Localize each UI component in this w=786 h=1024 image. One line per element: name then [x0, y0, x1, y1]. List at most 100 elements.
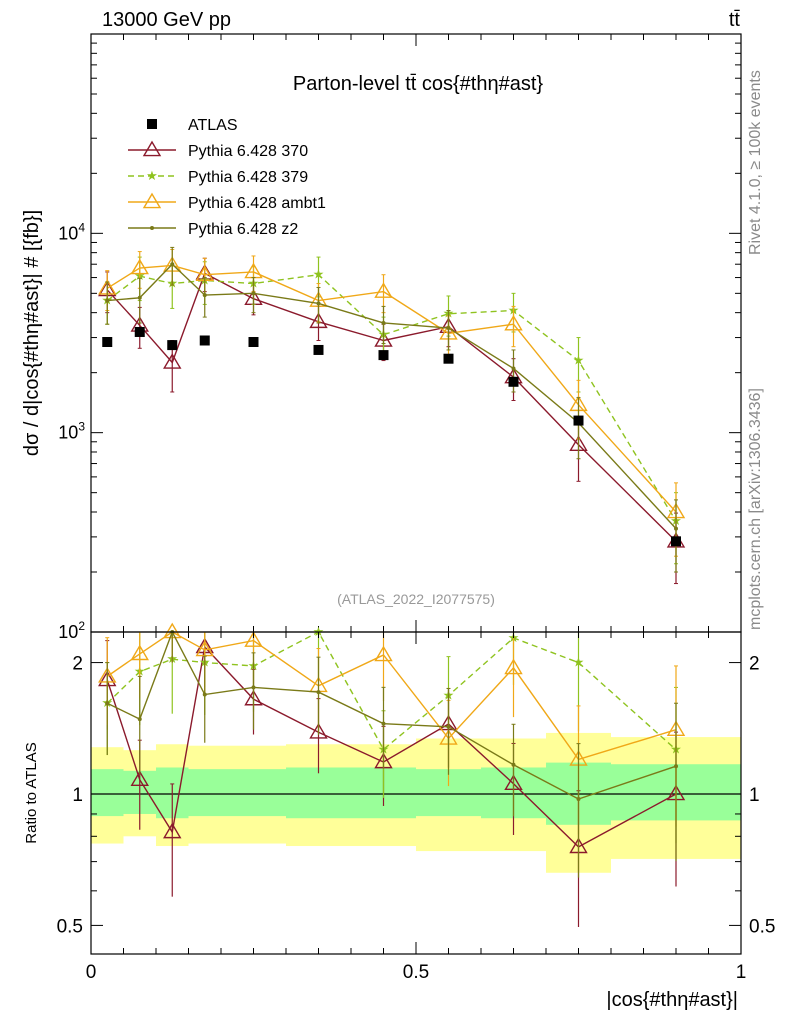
y-tick-label: 104: [58, 220, 85, 243]
series-2-point: ★: [313, 268, 325, 283]
atlas-data-layer: [102, 326, 681, 547]
series-4-point: [674, 526, 678, 531]
series-1-ratio-point: [309, 722, 328, 739]
series-4-point: [251, 291, 256, 296]
legend-marker: [147, 119, 157, 129]
atlas-point: [378, 350, 389, 361]
atlas-point: [199, 335, 210, 346]
legend-label: Pythia 6.428 z2: [188, 221, 298, 238]
series-4-point: [202, 293, 207, 298]
x-tick-label: 1: [736, 962, 747, 983]
atlas-point: [443, 353, 454, 364]
series-2-point: ★: [573, 354, 585, 369]
ratio-panel: ★★★★★★★★★★★ 0.5 0.5 1 1 2 2 0 0.5 1 Ratio to ATL…: [23, 622, 775, 1011]
ratio-y-tick-label: 0.5: [57, 916, 83, 937]
series-2-ratio-line: [106, 631, 677, 751]
series-3-point: [130, 258, 149, 275]
ratio-y-tick-label: 1: [72, 785, 83, 806]
series-3-ratio-point: [244, 631, 263, 647]
ratio-axis-ticks: 0.5 0.5 1 1 2 2 0 0.5 1: [57, 632, 775, 983]
series-2-ratio-point: ★: [573, 656, 585, 671]
series-2-line: [106, 273, 677, 522]
atlas-point: [167, 340, 178, 351]
series-4-ratio-point: [576, 797, 581, 802]
x-tick-label: 0.5: [403, 962, 429, 983]
series-4-ratio: [105, 630, 678, 878]
series-1-ratio-point: [163, 822, 182, 839]
ratio-y-tick-label: 2: [72, 654, 83, 675]
ratio-band-inner: [286, 767, 351, 819]
series-1-main: [98, 257, 686, 585]
legend: ATLAS Pythia 6.428 370 ★ Pythia 6.428 379 Py…: [128, 117, 326, 238]
x-tick-label: 0: [86, 962, 97, 983]
atlas-point: [573, 415, 584, 426]
series-1-line: [106, 272, 677, 542]
series-3-line: [106, 264, 677, 513]
series-2-main: ★★★★★★★★★★★: [101, 256, 682, 565]
legend-entry: ★ Pythia 6.428 379: [128, 169, 308, 186]
series-4-line: [107, 263, 677, 530]
ratio-band-inner: [91, 769, 124, 817]
legend-label: Pythia 6.428 379: [188, 169, 308, 186]
series-3-point: [374, 282, 393, 298]
ratio-series-layer: ★★★★★★★★★★★: [98, 622, 686, 928]
x-axis-label: |cos{#thη#ast}|: [606, 989, 738, 1011]
series-4-point: [316, 301, 321, 306]
series-4-point: [511, 366, 516, 371]
series-4-point: [170, 262, 175, 267]
series-1-point: [309, 312, 328, 329]
series-3-ratio-point: [130, 644, 149, 661]
series-4-point: [446, 326, 451, 331]
y-tick-label: 102: [58, 619, 85, 642]
series-4-ratio-point: [202, 692, 207, 697]
atlas-point: [134, 326, 145, 337]
series-3-main: [98, 248, 686, 557]
energy-label: 13000 GeV pp: [102, 9, 231, 31]
ratio-band-inner: [188, 769, 221, 817]
ratio-uncertainty-bands: [91, 732, 741, 873]
series-4-ratio-point: [105, 701, 110, 706]
main-series-layer: ★★★★★★★★★★★: [98, 246, 686, 585]
ratio-y-axis-label: Ratio to ATLAS: [23, 742, 40, 843]
chart-title: Parton-level tt̄ cos{#thη#ast}: [293, 73, 543, 95]
ratio-y-tick-label-right: 0.5: [749, 916, 775, 937]
rivet-version-label: Rivet 4.1.0, ≥ 100k events: [747, 70, 764, 255]
legend-label: ATLAS: [188, 117, 238, 134]
legend-marker: ★: [146, 169, 158, 184]
series-4-ratio-point: [251, 685, 256, 690]
series-1-ratio-point: [130, 770, 149, 787]
analysis-id: (ATLAS_2022_I2077575): [337, 591, 495, 607]
series-4-point: [381, 320, 386, 325]
legend-entry: ATLAS: [147, 117, 238, 134]
legend-entry: Pythia 6.428 370: [128, 140, 308, 160]
series-4-ratio-point: [137, 717, 142, 722]
legend-marker: [150, 226, 154, 230]
legend-marker: [142, 140, 162, 157]
atlas-point: [313, 344, 324, 355]
mcplots-label: mcplots.cern.ch [arXiv:1306.3436]: [747, 388, 764, 630]
series-3-ratio-point: [374, 645, 393, 662]
main-axis-ticks: 102 103 104: [58, 34, 742, 642]
series-4-ratio-point: [381, 721, 386, 726]
atlas-point: [671, 536, 681, 547]
atlas-point: [508, 376, 519, 387]
series-4-point: [105, 298, 110, 303]
legend-marker: [142, 192, 162, 209]
series-3-ratio-point: [504, 658, 523, 675]
y-axis-label: dσ / d|cos{#thη#ast}| # [{fb}]: [21, 210, 43, 456]
legend-label: Pythia 6.428 370: [188, 143, 308, 160]
atlas-point: [248, 337, 259, 348]
y-tick-label: 103: [58, 420, 85, 443]
ratio-band-inner: [221, 769, 286, 817]
ratio-y-tick-label-right: 2: [749, 654, 760, 675]
series-4-point: [137, 295, 142, 300]
ratio-y-tick-label-right: 1: [749, 785, 760, 806]
legend-entry: Pythia 6.428 ambt1: [128, 192, 326, 212]
series-3-point: [504, 314, 523, 331]
process-label: tt̄: [729, 9, 741, 31]
legend-label: Pythia 6.428 ambt1: [188, 195, 326, 212]
series-4-ratio-point: [316, 690, 321, 695]
series-4-ratio-point: [511, 762, 516, 767]
